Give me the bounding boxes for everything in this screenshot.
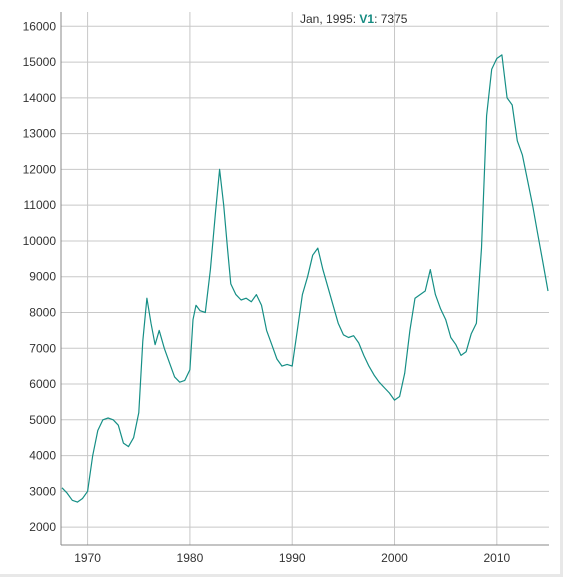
- y-tick-label: 2000: [29, 520, 56, 534]
- legend-sep-2: :: [374, 12, 381, 26]
- legend-value: 7375: [380, 12, 408, 26]
- y-tick-label: 10000: [23, 234, 57, 248]
- frame-bottom-edge: [0, 574, 563, 577]
- y-tick-label: 15000: [23, 55, 57, 69]
- y-tick-label: 5000: [29, 413, 56, 427]
- hover-legend: Jan, 1995: V1: 7375: [300, 12, 407, 26]
- x-tick-label: 1980: [177, 551, 204, 565]
- y-tick-label: 4000: [29, 449, 56, 463]
- legend-series-name: V1: [359, 12, 375, 26]
- legend-date: Jan, 1995: [300, 12, 353, 26]
- x-tick-label: 1970: [74, 551, 101, 565]
- y-tick-label: 3000: [29, 484, 56, 498]
- y-tick-label: 9000: [29, 270, 56, 284]
- y-tick-label: 14000: [23, 91, 57, 105]
- series-line-v1: [61, 54, 549, 503]
- frame-right-edge: [560, 0, 563, 577]
- y-tick-label: 13000: [23, 127, 57, 141]
- x-tick-label: 2000: [381, 551, 408, 565]
- legend-sep-1: :: [352, 12, 360, 26]
- y-tick-label: 12000: [23, 162, 57, 176]
- y-tick-label: 16000: [23, 19, 57, 33]
- y-tick-label: 11000: [24, 198, 57, 212]
- y-tick-label: 6000: [29, 377, 56, 391]
- y-tick-label: 7000: [29, 341, 56, 355]
- y-tick-label: 8000: [29, 305, 56, 319]
- x-tick-label: 1990: [279, 551, 306, 565]
- x-tick-label: 2010: [483, 551, 510, 565]
